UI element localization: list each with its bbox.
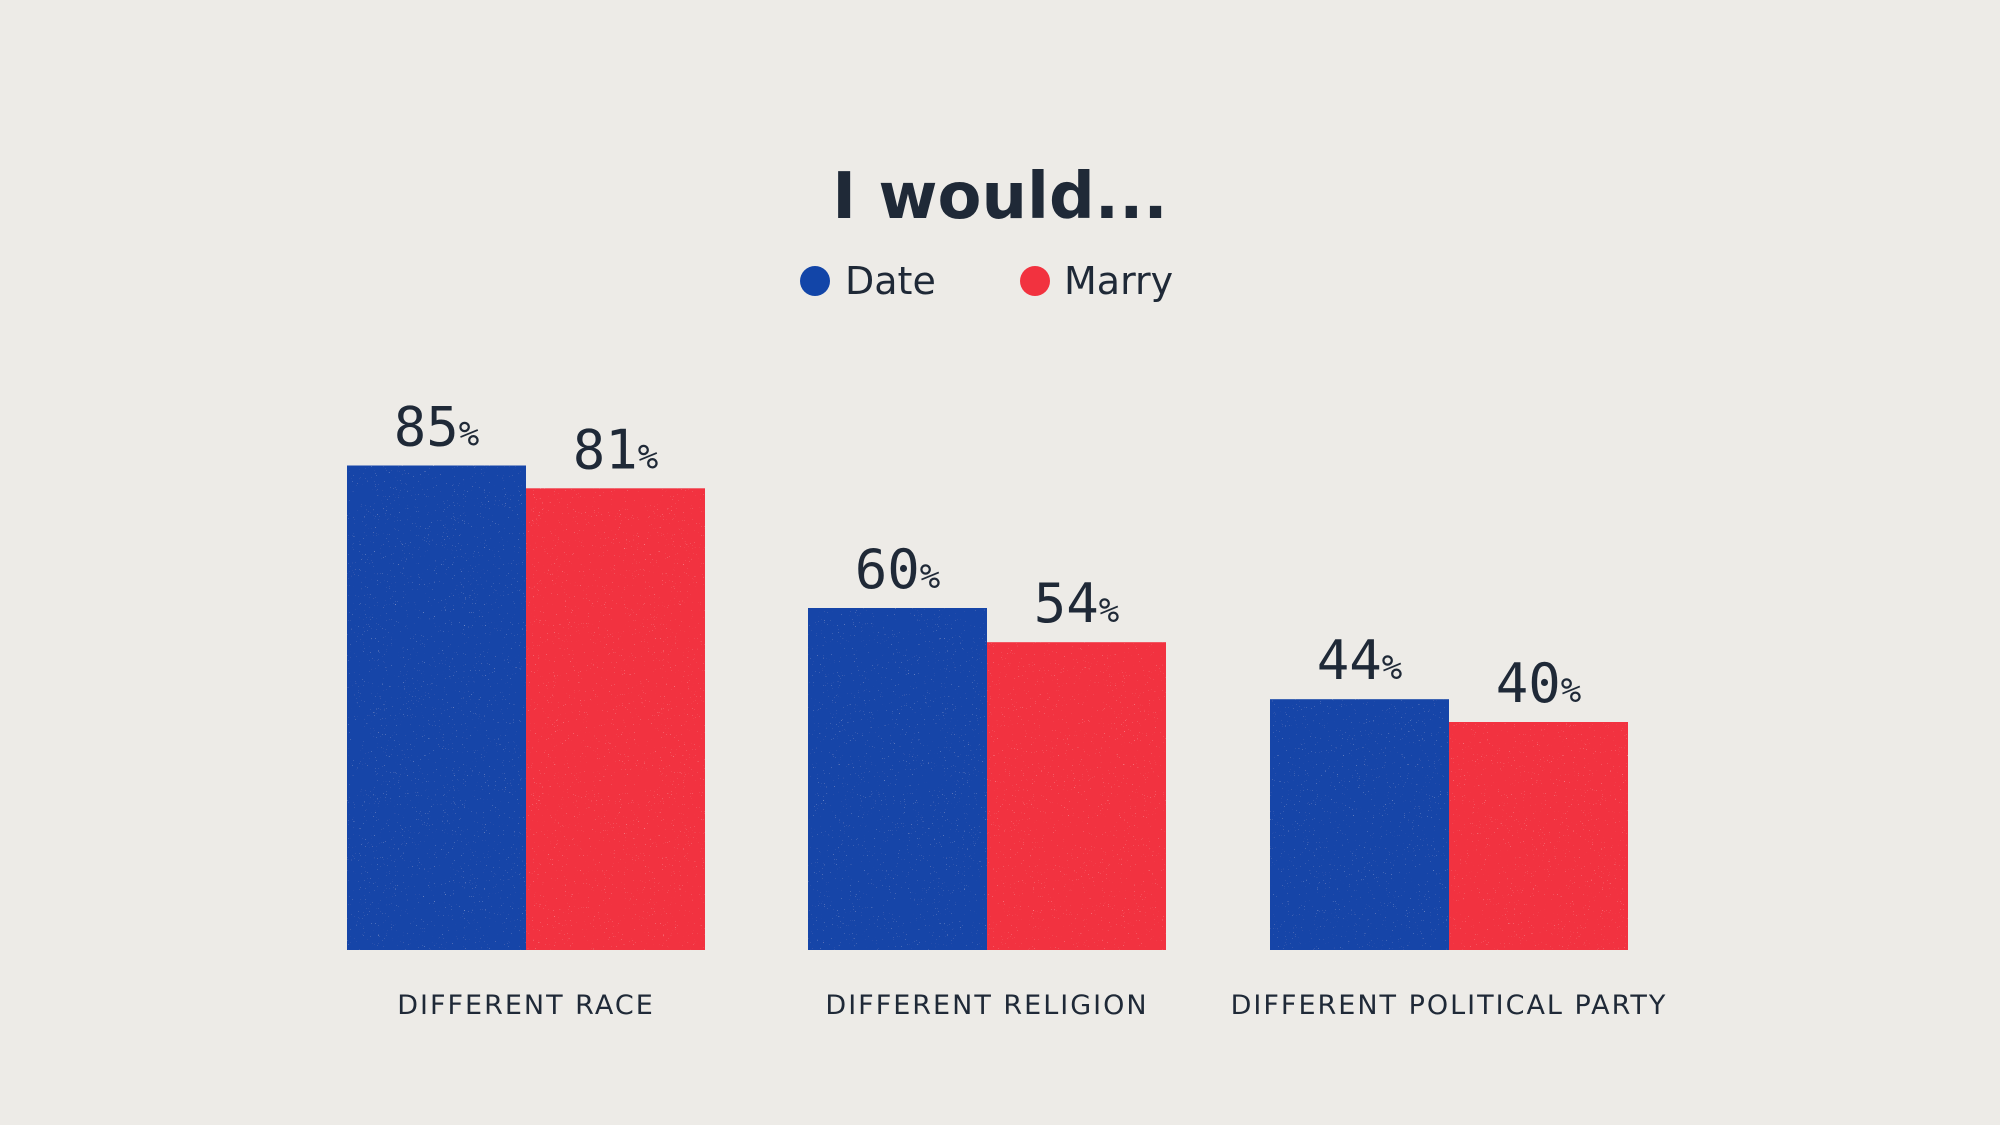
legend: Date Marry — [800, 259, 1173, 303]
bar-date-different-race — [347, 465, 526, 950]
legend-label-date: Date — [845, 259, 936, 303]
value-label-date-different-religion: 60% — [855, 538, 941, 601]
legend-swatch-marry — [1020, 266, 1050, 296]
category-labels: DIFFERENT RACE DIFFERENT RELIGION DIFFEREN… — [397, 990, 1668, 1021]
value-label-marry-different-race: 81% — [573, 418, 659, 481]
bars — [347, 465, 1628, 950]
value-labels: 85% 81% 60% 54% 44% 40% — [394, 396, 1582, 716]
bar-date-different-religion — [808, 608, 987, 950]
category-label-different-political-party: DIFFERENT POLITICAL PARTY — [1231, 990, 1668, 1021]
value-label-date-different-political-party: 44% — [1317, 629, 1403, 692]
bar-date-different-political-party — [1270, 699, 1449, 950]
value-label-marry-different-religion: 54% — [1034, 572, 1120, 635]
category-label-different-race: DIFFERENT RACE — [397, 990, 655, 1021]
bar-marry-different-race — [526, 488, 705, 950]
legend-swatch-date — [800, 266, 830, 296]
bar-marry-different-political-party — [1449, 722, 1628, 950]
bar-marry-different-religion — [987, 642, 1166, 950]
value-label-marry-different-political-party: 40% — [1496, 652, 1582, 715]
category-label-different-religion: DIFFERENT RELIGION — [825, 990, 1148, 1021]
legend-label-marry: Marry — [1064, 259, 1173, 303]
chart-title: I would... — [832, 160, 1167, 234]
value-label-date-different-race: 85% — [394, 396, 480, 459]
